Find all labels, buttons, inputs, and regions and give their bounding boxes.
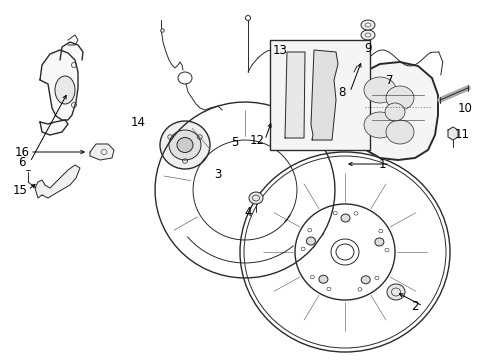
Text: 3: 3	[214, 168, 221, 181]
Polygon shape	[310, 50, 337, 140]
Text: 4: 4	[244, 206, 251, 219]
Bar	[269, 40, 369, 150]
Polygon shape	[357, 62, 437, 160]
Ellipse shape	[55, 76, 75, 104]
Polygon shape	[90, 144, 114, 160]
Text: 9: 9	[364, 41, 371, 54]
Polygon shape	[35, 165, 80, 198]
Ellipse shape	[340, 214, 349, 222]
Ellipse shape	[363, 112, 395, 138]
Text: 6: 6	[18, 156, 26, 168]
Polygon shape	[285, 52, 305, 138]
Text: 1: 1	[378, 158, 385, 171]
Text: 7: 7	[386, 73, 393, 86]
Ellipse shape	[248, 192, 263, 204]
Ellipse shape	[318, 275, 327, 283]
Text: 10: 10	[457, 102, 471, 114]
Text: 13: 13	[272, 44, 287, 57]
Text: 16: 16	[15, 145, 29, 158]
Text: 15: 15	[13, 184, 27, 197]
Ellipse shape	[177, 138, 193, 153]
Ellipse shape	[360, 30, 374, 40]
Text: 14: 14	[130, 116, 145, 129]
Text: 5: 5	[231, 136, 238, 149]
Text: 8: 8	[338, 85, 345, 99]
Text: 2: 2	[410, 300, 418, 312]
Ellipse shape	[361, 276, 369, 284]
Text: 11: 11	[453, 129, 468, 141]
Text: 12: 12	[249, 134, 264, 147]
Ellipse shape	[160, 121, 209, 169]
Ellipse shape	[386, 284, 404, 300]
Ellipse shape	[384, 103, 404, 121]
Ellipse shape	[169, 130, 201, 160]
Polygon shape	[40, 50, 78, 120]
Ellipse shape	[353, 53, 369, 67]
Ellipse shape	[385, 86, 413, 110]
Ellipse shape	[360, 20, 374, 30]
Polygon shape	[447, 127, 457, 140]
Ellipse shape	[385, 120, 413, 144]
Ellipse shape	[374, 238, 383, 246]
Polygon shape	[40, 120, 68, 135]
Ellipse shape	[363, 77, 395, 103]
Ellipse shape	[306, 237, 315, 245]
Polygon shape	[60, 42, 83, 60]
